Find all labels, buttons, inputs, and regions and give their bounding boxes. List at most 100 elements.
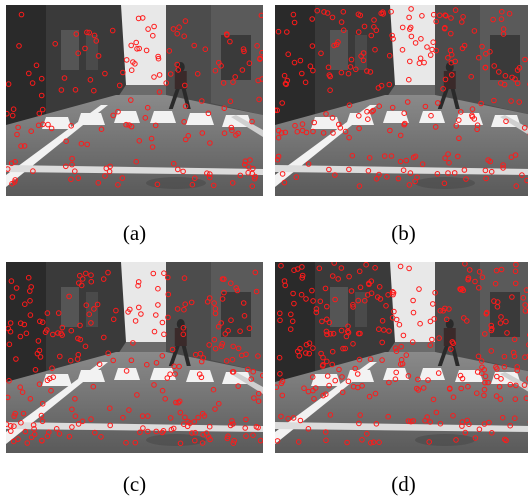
feature-point (313, 309, 320, 316)
feature-point (239, 67, 246, 73)
feature-point (177, 409, 184, 416)
feature-point (17, 320, 24, 327)
feature-point (242, 425, 248, 431)
feature-point (205, 434, 212, 440)
feature-point (212, 67, 219, 74)
feature-point (332, 296, 338, 303)
feature-point (169, 346, 176, 353)
feature-point (342, 345, 348, 352)
feature-point (78, 140, 85, 147)
feature-point (462, 262, 468, 267)
feature-point (164, 375, 171, 381)
feature-point (137, 429, 143, 436)
feature-point (403, 352, 410, 358)
feature-point (281, 72, 288, 79)
feature-point (493, 393, 500, 399)
feature-point (206, 423, 213, 430)
feature-point (211, 336, 218, 343)
feature-point (84, 141, 90, 148)
feature-point (303, 296, 309, 302)
feature-point (21, 321, 28, 328)
feature-point (432, 124, 439, 130)
feature-point (220, 80, 227, 86)
feature-point (219, 341, 226, 347)
feature-point (290, 415, 297, 421)
feature-point (385, 292, 391, 298)
feature-point (19, 389, 26, 395)
feature-point (320, 354, 326, 361)
feature-point (72, 168, 78, 174)
feature-point (161, 270, 167, 276)
feature-point (180, 325, 187, 331)
feature-point (155, 302, 161, 308)
feature-point (110, 357, 116, 364)
feature-point (299, 121, 306, 127)
feature-point (305, 161, 312, 167)
feature-point (350, 341, 356, 347)
feature-point (523, 395, 528, 401)
feature-point (8, 428, 14, 434)
feature-point (432, 289, 438, 296)
feature-point (133, 158, 139, 165)
feature-point (512, 280, 519, 287)
feature-point (408, 418, 414, 425)
feature-point (506, 10, 513, 17)
feature-point (436, 12, 443, 19)
feature-point (246, 60, 253, 67)
feature-point (458, 385, 464, 392)
feature-point (445, 170, 451, 176)
street-image-c (6, 262, 263, 453)
feature-point (162, 396, 168, 402)
feature-point (8, 160, 15, 167)
feature-point (98, 434, 104, 440)
feature-point (151, 74, 157, 80)
feature-point (181, 306, 187, 313)
feature-point (234, 287, 241, 294)
feature-point (312, 385, 319, 391)
feature-point (277, 317, 283, 324)
feature-point (405, 418, 412, 424)
feature-point (32, 367, 39, 373)
feature-point (375, 85, 382, 91)
feature-point (476, 285, 482, 291)
feature-point (377, 296, 384, 302)
feature-point (140, 425, 146, 431)
feature-point (340, 9, 347, 15)
feature-point (381, 327, 387, 333)
feature-point (354, 371, 361, 377)
feature-point (22, 428, 29, 435)
feature-point (125, 309, 131, 315)
feature-point (485, 379, 491, 386)
feature-point (512, 152, 519, 158)
feature-point (181, 275, 188, 281)
feature-point (55, 330, 61, 336)
feature-point (150, 270, 157, 277)
feature-point (159, 319, 166, 326)
feature-point (491, 298, 497, 304)
feature-point (350, 301, 356, 308)
feature-point (360, 50, 367, 56)
feature-point (248, 376, 255, 382)
feature-point (362, 297, 368, 304)
feature-point (327, 331, 334, 337)
feature-point (346, 134, 352, 141)
feature-point (406, 265, 412, 272)
feature-point (322, 429, 329, 435)
feature-point (90, 383, 97, 390)
feature-point (459, 419, 466, 425)
feature-point (79, 418, 86, 425)
feature-point (9, 112, 16, 119)
feature-point (355, 330, 362, 337)
feature-point (116, 82, 123, 89)
feature-point (355, 297, 361, 304)
feature-point (98, 126, 105, 132)
feature-point (508, 98, 514, 104)
feature-point (212, 345, 219, 352)
feature-point (290, 290, 296, 297)
feature-point (455, 153, 461, 160)
feature-point (33, 62, 40, 69)
feature-point (155, 53, 161, 60)
feature-point (345, 323, 351, 330)
feature-point (448, 51, 455, 58)
feature-point (113, 307, 119, 314)
